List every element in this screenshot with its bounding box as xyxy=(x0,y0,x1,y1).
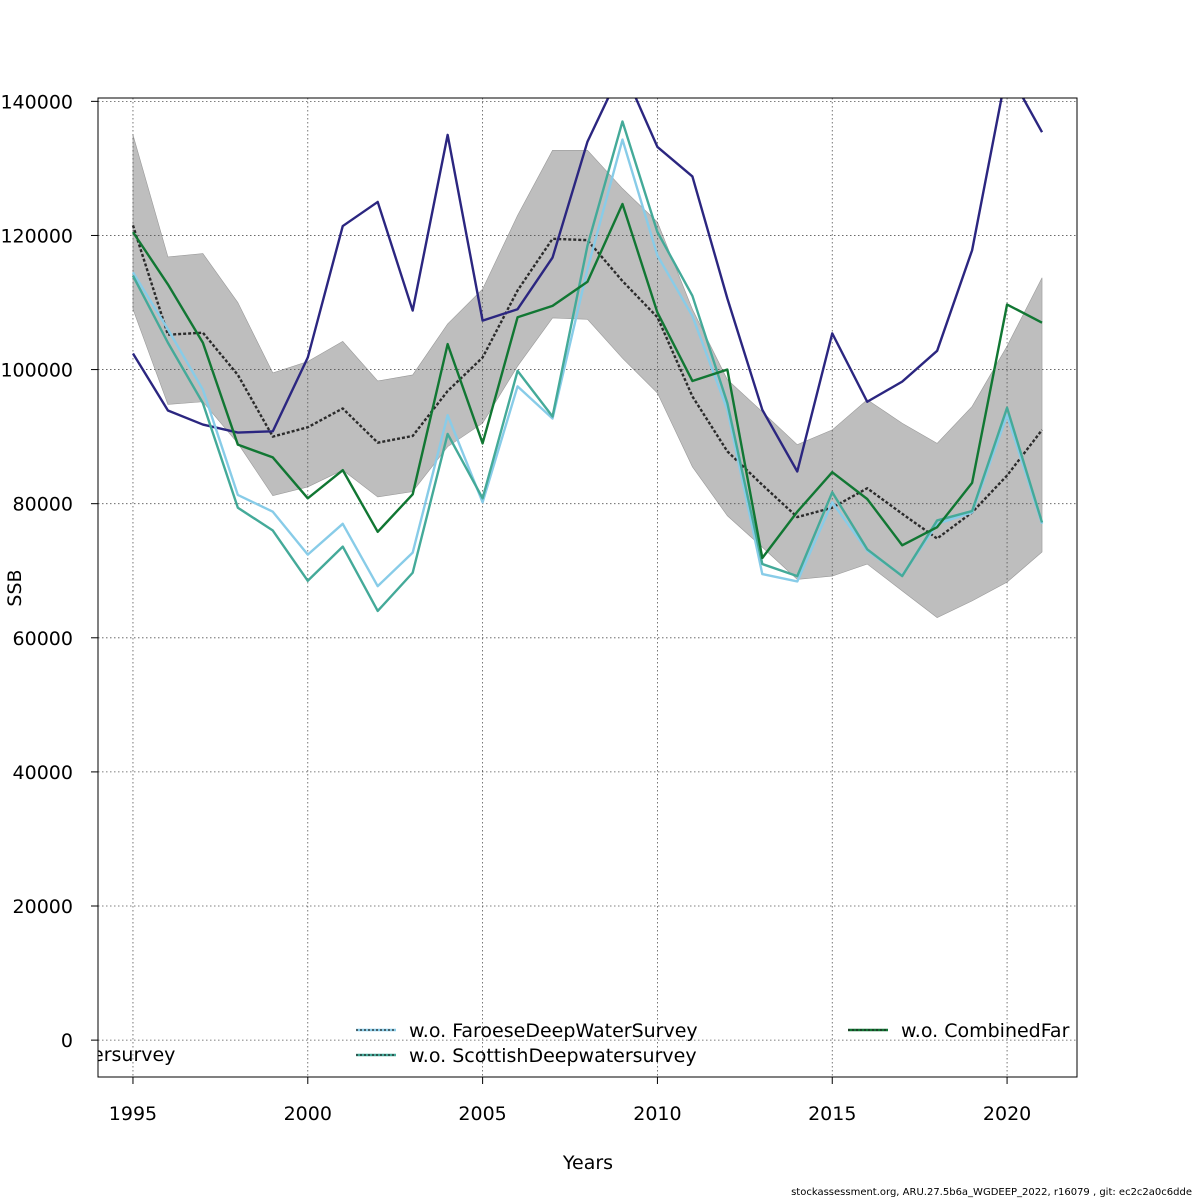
y-tick-label: 20000 xyxy=(13,896,73,918)
x-tick-label: 2015 xyxy=(808,1103,856,1125)
y-tick-label: 100000 xyxy=(0,360,73,382)
x-tick-label: 2010 xyxy=(633,1103,681,1125)
series-line-5 xyxy=(131,202,1043,560)
y-tick-label: 80000 xyxy=(13,494,73,516)
footer-credit: stockassessment.org, ARU.27.5b6a_WGDEEP_… xyxy=(791,1187,1192,1198)
y-tick-label: 120000 xyxy=(0,225,73,247)
x-axis-title: Years xyxy=(562,1152,613,1174)
x-tick-label: 2000 xyxy=(284,1103,332,1125)
y-tick-label: 140000 xyxy=(0,91,73,113)
legend-label-clipped: ersurvey xyxy=(92,1044,175,1066)
series-line-2 xyxy=(131,98,1044,473)
x-tick-label: 2020 xyxy=(983,1103,1031,1125)
legend-label: w.o. ScottishDeepwatersurvey xyxy=(409,1045,697,1067)
plot-frame xyxy=(97,97,1078,1078)
series-line-4 xyxy=(131,120,1044,613)
y-tick-label: 60000 xyxy=(13,628,73,650)
legend-label: w.o. CombinedFar xyxy=(901,1020,1070,1042)
confidence-band xyxy=(132,134,1043,619)
series-line-1 xyxy=(131,225,1043,540)
y-axis-title: SSB xyxy=(4,569,26,606)
x-tick-label: 2005 xyxy=(458,1103,506,1125)
y-tick-label: 0 xyxy=(61,1030,73,1052)
x-tick-label: 1995 xyxy=(109,1103,157,1125)
legend-label: w.o. FaroeseDeepWaterSurvey xyxy=(409,1020,698,1042)
y-tick-label: 40000 xyxy=(13,762,73,784)
